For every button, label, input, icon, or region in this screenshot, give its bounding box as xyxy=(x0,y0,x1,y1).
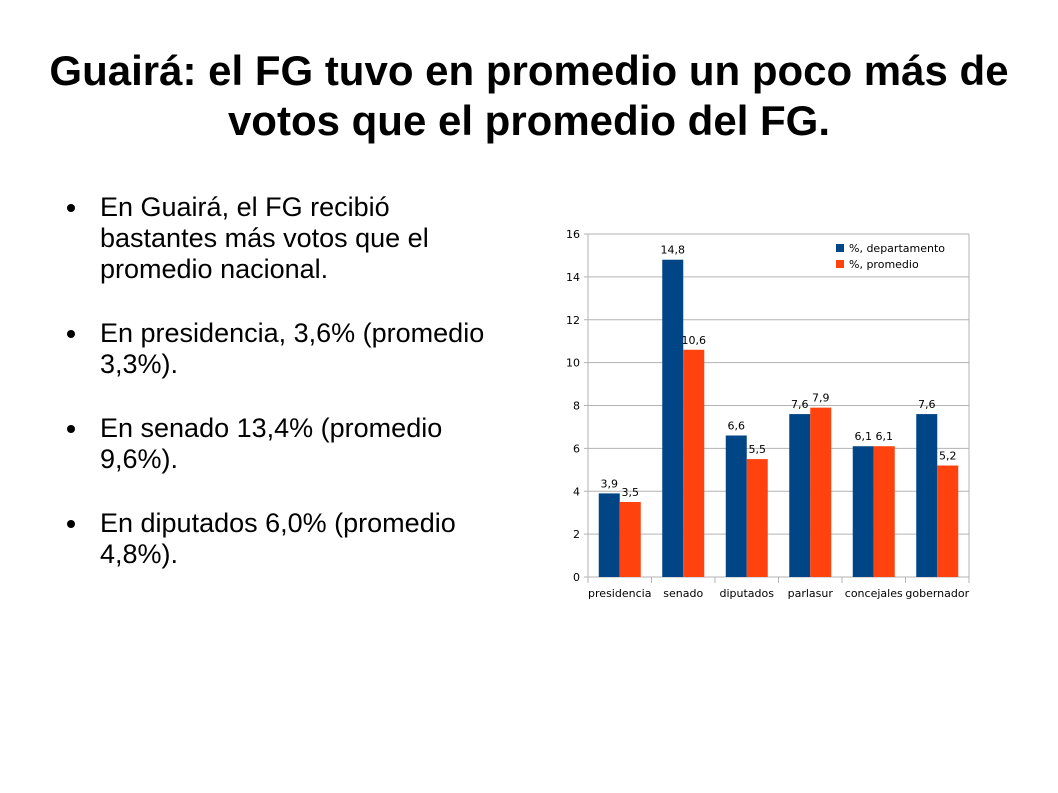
bullet-icon xyxy=(67,520,75,528)
legend-swatch xyxy=(836,260,844,268)
bullet-item: En Guairá, el FG recibió bastantes más v… xyxy=(64,192,504,285)
slide-title: Guairá: el FG tuvo en promedio un poco m… xyxy=(49,47,1009,144)
y-tick-label: 10 xyxy=(566,357,580,370)
bar xyxy=(619,501,641,577)
data-label: 6,1 xyxy=(855,430,873,443)
bar xyxy=(746,459,768,577)
data-label: 10,6 xyxy=(682,334,707,347)
data-label: 3,9 xyxy=(601,477,619,490)
data-label: 6,6 xyxy=(728,420,746,433)
legend-label: %, promedio xyxy=(849,258,919,271)
data-label: 14,8 xyxy=(661,244,686,257)
y-tick-label: 8 xyxy=(573,400,580,413)
bullet-list: En Guairá, el FG recibió bastantes más v… xyxy=(64,192,504,603)
data-label: 3,5 xyxy=(622,486,640,499)
bar xyxy=(789,414,811,577)
x-tick-label: senado xyxy=(663,587,703,600)
bar xyxy=(662,259,684,577)
data-label: 5,5 xyxy=(749,443,767,456)
bullet-text: En senado 13,4% (promedio 9,6%). xyxy=(100,413,443,474)
y-tick-label: 16 xyxy=(566,228,580,241)
x-tick-label: diputados xyxy=(720,587,775,600)
bar xyxy=(598,493,620,577)
bar xyxy=(937,465,959,577)
bullet-item: En diputados 6,0% (promedio 4,8%). xyxy=(64,508,504,570)
bullet-item: En senado 13,4% (promedio 9,6%). xyxy=(64,413,504,475)
y-tick-label: 14 xyxy=(566,271,580,284)
data-label: 7,6 xyxy=(918,398,936,411)
bar xyxy=(683,349,705,577)
y-tick-label: 4 xyxy=(573,485,580,498)
bar xyxy=(810,407,832,577)
legend-swatch xyxy=(836,244,844,252)
bar xyxy=(873,446,895,577)
x-tick-label: gobernador xyxy=(905,587,969,600)
bar xyxy=(852,446,874,577)
bullet-text: En Guairá, el FG recibió bastantes más v… xyxy=(100,192,429,284)
x-tick-label: presidencia xyxy=(588,587,651,600)
y-tick-label: 2 xyxy=(573,528,580,541)
y-tick-label: 6 xyxy=(573,442,580,455)
bullet-item: En presidencia, 3,6% (promedio 3,3%). xyxy=(64,318,504,380)
bar xyxy=(725,435,747,577)
data-label: 7,6 xyxy=(791,398,809,411)
data-label: 7,9 xyxy=(812,392,830,405)
bullet-icon xyxy=(67,204,75,212)
x-tick-label: concejales xyxy=(845,587,903,600)
bar xyxy=(916,414,938,577)
bullet-icon xyxy=(67,330,75,338)
bullet-text: En diputados 6,0% (promedio 4,8%). xyxy=(100,508,456,569)
bullet-icon xyxy=(67,425,75,433)
y-tick-label: 12 xyxy=(566,314,580,327)
legend-label: %, departamento xyxy=(849,242,945,255)
y-tick-label: 0 xyxy=(573,571,580,584)
data-label: 5,2 xyxy=(939,450,957,463)
bullet-text: En presidencia, 3,6% (promedio 3,3%). xyxy=(100,318,485,379)
x-tick-label: parlasur xyxy=(788,587,834,600)
data-label: 6,1 xyxy=(876,430,894,443)
